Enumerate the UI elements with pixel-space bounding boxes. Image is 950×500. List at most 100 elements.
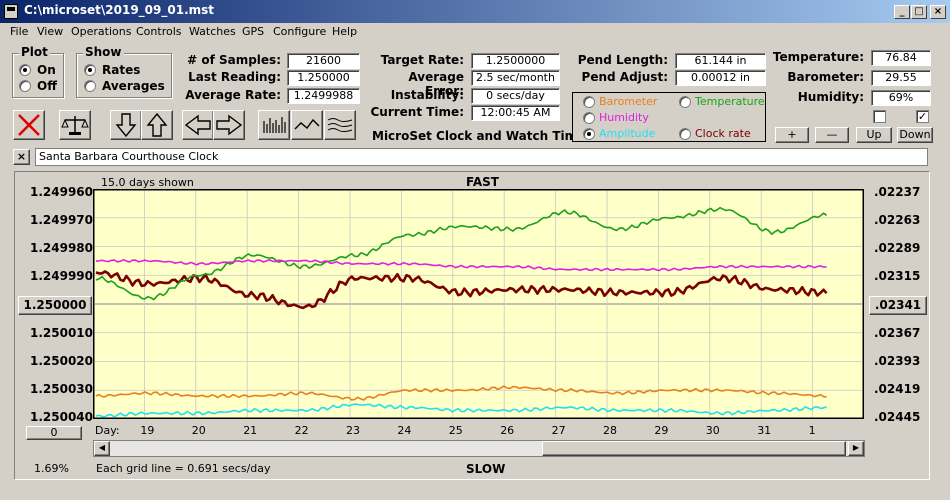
left-tick-label: 1.249970 xyxy=(30,213,94,227)
menu-help[interactable]: Help xyxy=(332,25,358,38)
window-title: C:\microset\2019_09_01.mst xyxy=(24,3,215,17)
left-arrow-button[interactable] xyxy=(182,110,214,140)
clear-description-button[interactable]: × xyxy=(13,149,30,165)
balance-button[interactable] xyxy=(59,110,91,140)
plus-button[interactable]: + xyxy=(775,127,809,143)
target-rate-field[interactable]: 1.2500000 xyxy=(471,53,560,69)
right-tick-label: .02315 xyxy=(874,269,921,283)
stop-button[interactable] xyxy=(13,110,45,140)
humidity-label: Humidity: xyxy=(797,90,864,104)
plot-panel xyxy=(14,171,930,480)
minus-button[interactable]: — xyxy=(815,127,849,143)
fast-label: FAST xyxy=(466,175,499,189)
menu-view[interactable]: View xyxy=(37,25,64,38)
overlay-select-group xyxy=(572,92,766,142)
rate-chart xyxy=(93,189,864,419)
horizontal-scrollbar[interactable]: ◀ ▶ xyxy=(93,440,865,457)
minimize-button[interactable]: _ xyxy=(894,5,910,19)
series-line-clock-rate xyxy=(95,270,828,310)
left-tick-label: 1.250010 xyxy=(30,326,94,340)
overlay-clock-rate-radio[interactable] xyxy=(679,128,691,140)
average-error-label: Average Error: xyxy=(408,70,464,98)
average-error-field: 2.5 sec/month xyxy=(471,70,560,86)
center-amplitude-button[interactable]: .02341 xyxy=(869,296,927,315)
days-shown-label: 15.0 days shown xyxy=(101,176,194,189)
wave-icon xyxy=(294,118,320,130)
arrow-down-icon xyxy=(115,113,137,138)
humidity-field: 69% xyxy=(871,90,931,106)
samples-label: # of Samples: xyxy=(187,53,281,67)
day-label: 20 xyxy=(191,424,206,437)
barometer-field: 29.55 xyxy=(871,70,931,86)
show-averages-radio[interactable] xyxy=(84,80,96,92)
left-checkbox[interactable] xyxy=(873,110,886,123)
center-rate-button[interactable]: 1.250000 xyxy=(18,296,92,315)
day-axis-label: Day: xyxy=(95,424,120,437)
target-rate-label: Target Rate: xyxy=(380,53,464,67)
overlay-barometer-label: Barometer xyxy=(599,95,658,108)
menu-bar: File View Operations Controls Watches GP… xyxy=(0,23,950,42)
plot-on-radio[interactable] xyxy=(19,64,31,76)
right-tick-label: .02419 xyxy=(874,382,921,396)
app-icon[interactable] xyxy=(4,4,18,19)
down-button[interactable]: Down xyxy=(897,127,933,143)
plot-off-radio[interactable] xyxy=(19,80,31,92)
day-label: 22 xyxy=(294,424,309,437)
day-label: 1 xyxy=(808,424,816,437)
show-rates-radio[interactable] xyxy=(84,64,96,76)
multi-wave-icon xyxy=(327,118,353,132)
right-arrow-button[interactable] xyxy=(213,110,245,140)
arrow-up-icon xyxy=(146,112,168,137)
menu-watches[interactable]: Watches xyxy=(189,25,236,38)
x-icon xyxy=(18,114,40,136)
series-line-temperature xyxy=(95,206,828,301)
right-tick-label: .02393 xyxy=(874,354,921,368)
overlay-temperature-radio[interactable] xyxy=(679,96,691,108)
day-label: 30 xyxy=(705,424,720,437)
menu-configure[interactable]: Configure xyxy=(273,25,327,38)
plot-on-label: On xyxy=(37,63,56,77)
down-arrow-button[interactable] xyxy=(110,110,142,140)
chart-series xyxy=(95,206,828,418)
menu-gps[interactable]: GPS xyxy=(242,25,265,38)
close-window-button[interactable]: × xyxy=(930,5,946,19)
right-tick-label: .02367 xyxy=(874,326,921,340)
up-arrow-button[interactable] xyxy=(141,110,173,140)
scroll-right-button[interactable]: ▶ xyxy=(848,441,864,456)
line-view-button[interactable] xyxy=(291,110,323,140)
bar-view-button[interactable] xyxy=(258,110,290,140)
samples-field: 21600 xyxy=(287,53,360,69)
zero-button[interactable]: 0 xyxy=(26,426,82,440)
overlay-humidity-radio[interactable] xyxy=(583,112,595,124)
maximize-button[interactable]: □ xyxy=(911,5,927,19)
day-label: 29 xyxy=(654,424,669,437)
overlay-barometer-radio[interactable] xyxy=(583,96,595,108)
scroll-left-button[interactable]: ◀ xyxy=(94,441,110,456)
day-label: 27 xyxy=(551,424,566,437)
overlay-temperature-label: Temperature xyxy=(695,95,765,108)
scroll-thumb[interactable] xyxy=(542,441,846,456)
multi-line-view-button[interactable] xyxy=(324,110,356,140)
up-button[interactable]: Up xyxy=(856,127,892,143)
day-label: 26 xyxy=(500,424,515,437)
menu-controls[interactable]: Controls xyxy=(136,25,182,38)
barometer-label: Barometer: xyxy=(787,70,864,84)
scales-icon xyxy=(61,116,89,135)
right-checkbox[interactable]: ✓ xyxy=(916,110,929,123)
left-tick-label: 1.249980 xyxy=(30,241,94,255)
overlay-amplitude-radio[interactable] xyxy=(583,128,595,140)
series-line-barometer xyxy=(95,385,827,401)
last-reading-label: Last Reading: xyxy=(188,70,281,84)
series-line-amplitude xyxy=(95,403,827,418)
instability-label: Instability: xyxy=(390,88,464,102)
pend-length-label: Pend Length: xyxy=(577,53,668,67)
description-field[interactable]: Santa Barbara Courthouse Clock xyxy=(35,148,928,166)
grid-note: Each grid line = 0.691 secs/day xyxy=(96,462,271,475)
left-tick-label: 1.250020 xyxy=(30,354,94,368)
day-label: 28 xyxy=(603,424,617,437)
pend-length-field[interactable]: 61.144 in xyxy=(675,53,766,69)
plot-off-label: Off xyxy=(37,79,57,93)
menu-file[interactable]: File xyxy=(10,25,29,38)
menu-operations[interactable]: Operations xyxy=(71,25,132,38)
show-averages-label: Averages xyxy=(102,79,165,93)
